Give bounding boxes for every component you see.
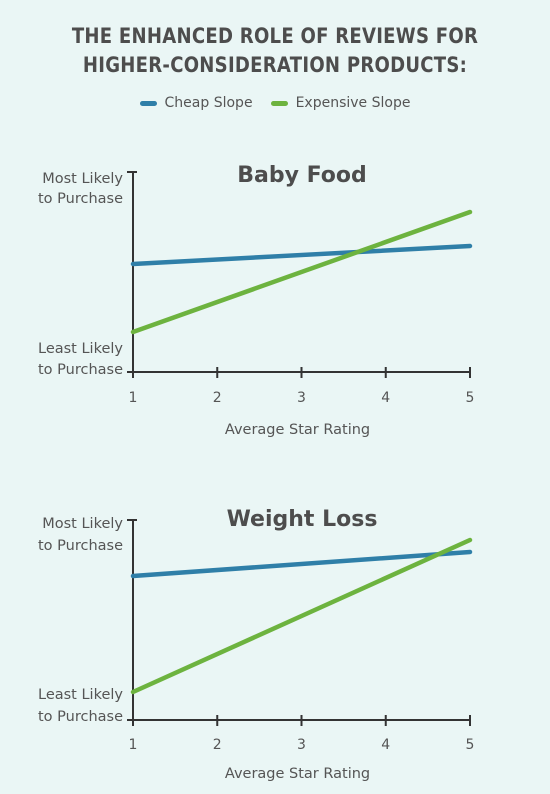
x-axis-label: Average Star Rating [225,766,370,782]
y-bottom-label-line-2: to Purchase [38,709,123,725]
legend-label-cheap: Cheap Slope [164,95,253,111]
y-bottom-label-line-1: Least Likely [38,341,123,357]
y-top-label-line-2: to Purchase [38,191,123,207]
y-bottom-label-line-2: to Purchase [38,362,123,378]
x-tick-label: 4 [381,737,390,753]
x-tick-label: 2 [213,390,222,406]
legend-item-cheap: Cheap Slope [139,95,253,111]
x-tick-label: 4 [381,390,390,406]
series-line-expensive-slope [130,537,473,695]
series-line-expensive-slope [130,209,473,335]
x-tick-label: 1 [129,737,138,753]
legend-swatch-cheap [139,100,157,106]
legend-swatch-expensive [270,100,288,106]
y-top-label-line-2: to Purchase [38,538,123,554]
chart-baby-food: Baby Food Most Likely to Purchase Least Lik… [38,163,475,438]
y-bottom-label-line-1: Least Likely [38,687,123,703]
x-axis-label: Average Star Rating [225,422,370,438]
page-title-line-1: THE ENHANCED ROLE OF REVIEWS FOR [71,24,479,48]
x-tick-label: 3 [297,390,306,406]
x-tick-label: 5 [466,390,475,406]
chart-title: Baby Food [237,163,366,188]
page-title: THE ENHANCED ROLE OF REVIEWS FOR HIGHER-… [0,22,550,80]
chart-weight-loss: Weight Loss Most Likely to Purchase Least L… [38,507,475,782]
x-tick-label: 3 [297,737,306,753]
chart-title: Weight Loss [227,507,378,532]
x-tick-label: 2 [213,737,222,753]
legend: Cheap Slope Expensive Slope [0,95,550,111]
x-tick-label: 1 [129,390,138,406]
x-tick-label: 5 [466,737,475,753]
y-top-label-line-1: Most Likely [42,516,123,532]
legend-label-expensive: Expensive Slope [295,95,411,111]
series-line-cheap-slope [130,549,473,579]
page-title-line-2: HIGHER-CONSIDERATION PRODUCTS: [82,53,468,77]
series-line-cheap-slope [130,243,473,267]
y-top-label-line-1: Most Likely [42,171,123,187]
legend-item-expensive: Expensive Slope [270,95,411,111]
